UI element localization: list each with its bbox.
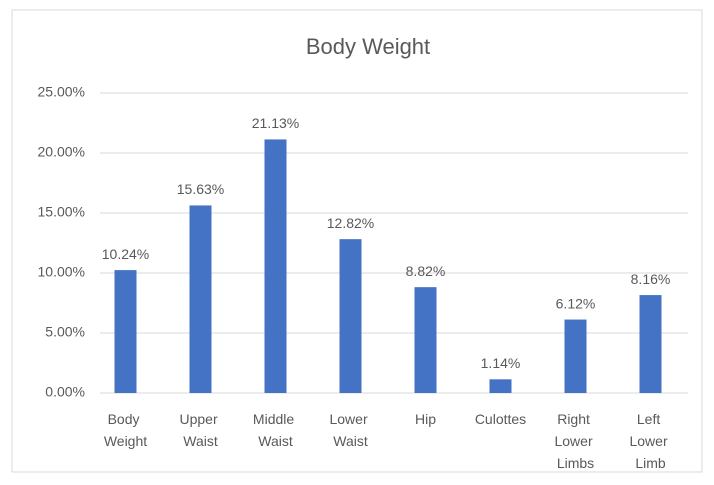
y-tick-label: 15.00% [38, 204, 85, 220]
x-tick-label: Culottes [475, 411, 526, 427]
x-tick-label: Right Lower Limbs [554, 411, 596, 471]
y-tick-label: 10.00% [38, 264, 85, 280]
x-tick-label: Upper Waist [179, 411, 221, 449]
x-tick-label: Body Weight [104, 411, 147, 449]
y-tick-label: 0.00% [45, 384, 85, 400]
data-label: 21.13% [252, 115, 299, 131]
data-label: 15.63% [177, 181, 224, 197]
bar [114, 270, 137, 393]
y-tick-label: 25.00% [38, 84, 85, 100]
x-tick-label: Left Lower Limb [629, 411, 671, 471]
x-tick-label: Lower Waist [329, 411, 371, 449]
data-label: 8.16% [631, 271, 671, 287]
data-label: 6.12% [556, 295, 596, 311]
data-label: 1.14% [481, 355, 521, 371]
bar [339, 239, 362, 393]
bar [414, 287, 437, 393]
data-label: 8.82% [406, 263, 446, 279]
data-label: 10.24% [102, 246, 149, 262]
bar [639, 295, 662, 393]
x-tick-label: Hip [415, 411, 436, 427]
chart-title: Body Weight [306, 34, 430, 59]
bar [189, 205, 212, 393]
data-label: 12.82% [327, 215, 374, 231]
y-tick-label: 20.00% [38, 144, 85, 160]
x-tick-label: Middle Waist [253, 411, 298, 449]
y-tick-label: 5.00% [45, 324, 85, 340]
bar [264, 139, 287, 393]
bar [489, 379, 512, 393]
bar [564, 319, 587, 393]
